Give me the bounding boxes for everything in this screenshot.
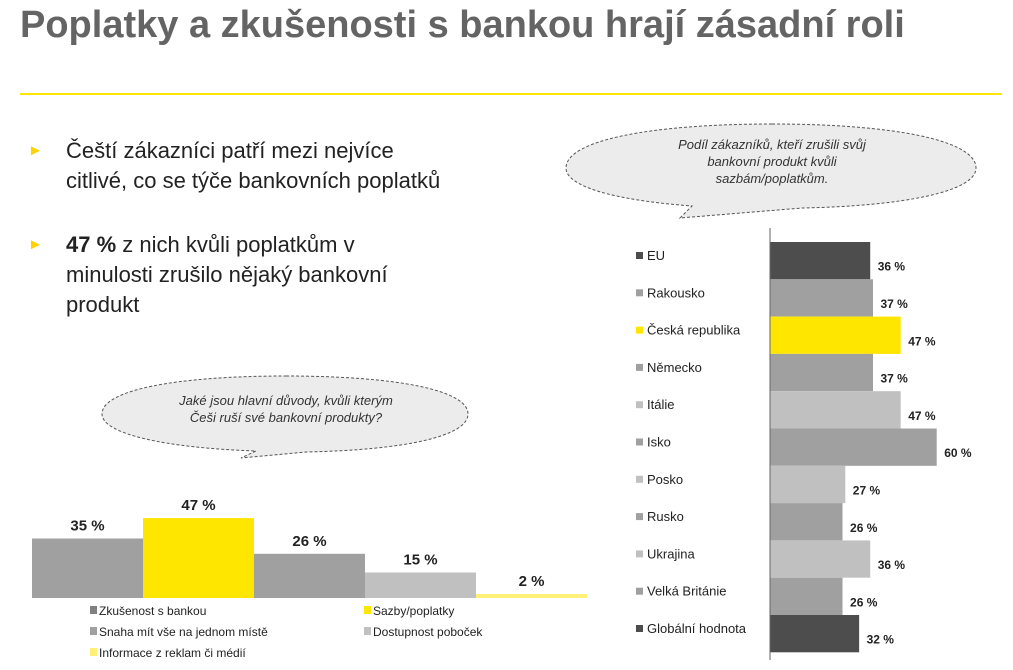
bar-3 [770, 353, 873, 392]
bullet-text: z nich kvůli poplatkům v [116, 232, 355, 257]
category-label: Rakousko [647, 285, 705, 300]
data-label: 47 % [181, 497, 215, 514]
bar-0 [32, 538, 143, 598]
data-label: 26 % [850, 521, 878, 535]
bar-9 [770, 577, 843, 615]
category-label: Rusko [647, 509, 684, 524]
legend-swatch [636, 363, 643, 371]
bullet-text: minulosti zrušilo nějaký bankovní [66, 262, 388, 287]
category-label: Německo [647, 360, 702, 375]
category-label: Isko [647, 435, 671, 450]
bullet-text: Čeští zákazníci patří mezi nejvíce [66, 138, 394, 163]
legend-label: Snaha mít vše na jednom místě [99, 625, 268, 639]
bubble-text: Češi ruší své bankovní produkty? [189, 410, 383, 425]
bar-8 [770, 540, 871, 578]
category-label: Posko [647, 472, 683, 487]
bar-1 [770, 279, 873, 317]
bar-1 [143, 518, 254, 598]
legend-swatch [364, 627, 371, 635]
data-label: 37 % [880, 372, 908, 386]
bar-4 [770, 391, 901, 429]
legend-swatch [636, 625, 643, 632]
bullet-2: ► 47 % z nich kvůli poplatkům v minulost… [28, 230, 448, 320]
data-label: 2 % [519, 573, 545, 590]
bar-4 [476, 594, 587, 598]
legend-swatch [90, 606, 97, 614]
legend-swatch [636, 513, 643, 521]
category-label: Velká Británie [647, 584, 727, 599]
category-label: Ukrajina [647, 546, 695, 561]
bullet-arrow-icon: ► [28, 142, 43, 159]
bullet-text: produkt [66, 292, 140, 317]
category-label: Globální hodnota [647, 621, 747, 636]
data-label: 26 % [850, 595, 878, 609]
bullet-text: citlivé, co se týče bankovních poplatků [66, 168, 441, 193]
legend-swatch [636, 438, 643, 446]
data-label: 27 % [853, 483, 881, 497]
bubble-text: Podíl zákazníků, kteří zrušili svůj [678, 137, 866, 152]
legend-swatch [636, 475, 643, 483]
bar-6 [770, 465, 846, 504]
bubble-text: bankovní produkt kvůli [707, 154, 837, 169]
legend-swatch [636, 550, 643, 558]
info-bubble: Podíl zákazníků, kteří zrušili svůj bank… [562, 120, 982, 220]
category-label: Česká republika [647, 323, 741, 338]
question-bubble: Jaké jsou hlavní důvody, kvůli kterým Če… [96, 372, 476, 460]
legend-swatch [636, 326, 643, 334]
legend-swatch [636, 401, 643, 409]
bar-2 [770, 316, 901, 354]
slide-title: Poplatky a zkušenosti s bankou hrají zás… [20, 4, 905, 46]
bubble-text: Jaké jsou hlavní důvody, kvůli kterým [179, 393, 393, 408]
data-label: 47 % [908, 409, 936, 423]
legend-label: Informace z reklam či médií [99, 646, 246, 660]
bullet-arrow-icon: ► [28, 236, 43, 253]
legend-swatch [90, 627, 97, 635]
legend-swatch [636, 289, 643, 297]
legend-label: Zkušenost s bankou [99, 604, 206, 618]
legend-label: Dostupnost poboček [373, 625, 483, 639]
data-label: 32 % [867, 633, 895, 647]
data-label: 35 % [70, 518, 104, 535]
legend-swatch [636, 587, 643, 595]
legend-swatch [636, 252, 643, 259]
bar-10 [770, 615, 860, 653]
data-label: 47 % [908, 334, 936, 348]
legend-swatch [364, 606, 371, 614]
data-label: 60 % [944, 446, 972, 460]
category-label: EU [647, 248, 665, 263]
bullet-highlight: 47 % [66, 232, 117, 257]
data-label: 36 % [878, 260, 906, 274]
bar-2 [254, 553, 365, 598]
data-label: 26 % [292, 533, 326, 550]
legend-swatch [90, 648, 97, 656]
data-label: 15 % [403, 552, 437, 569]
bar-0 [770, 242, 871, 280]
category-label: Itálie [647, 397, 674, 412]
data-label: 37 % [880, 297, 908, 311]
bar-3 [365, 572, 476, 598]
bullet-1: ► Čeští zákazníci patří mezi nejvíce cit… [28, 136, 448, 196]
bar-7 [770, 503, 843, 541]
title-divider [20, 93, 1002, 95]
legend-label: Sazby/poplatky [373, 604, 454, 618]
data-label: 36 % [878, 558, 906, 572]
bar-5 [770, 428, 937, 466]
bubble-text: sazbám/poplatkům. [715, 171, 829, 186]
